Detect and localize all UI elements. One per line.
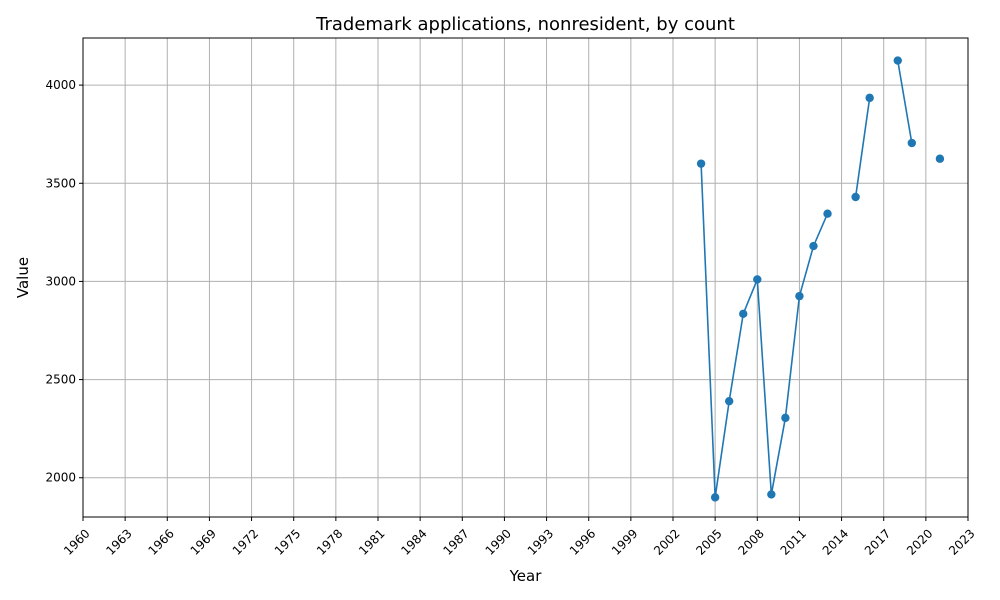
series [696, 56, 945, 502]
data-point [935, 154, 945, 163]
data-point [851, 192, 860, 202]
y-tick-label: 3000 [45, 274, 76, 288]
y-tick-label: 3500 [45, 176, 76, 190]
grid-lines [82, 38, 969, 517]
data-point [753, 275, 762, 284]
data-point [767, 490, 776, 499]
data-point [823, 209, 832, 218]
y-axis-label: Value [14, 257, 32, 298]
y-tick-label: 4000 [45, 78, 76, 92]
x-axis-label: Year [509, 567, 543, 585]
data-point [696, 159, 706, 168]
plot-frame [82, 37, 969, 518]
series-line [854, 97, 871, 198]
data-point [893, 56, 902, 65]
chart-title: Trademark applications, nonresident, by … [315, 14, 735, 35]
data-point [907, 138, 917, 148]
y-tick-label: 2500 [45, 373, 76, 387]
data-point [865, 93, 874, 103]
data-point [795, 291, 804, 301]
y-axis-ticks: 2000 2500 3000 3500 4000 [45, 78, 83, 485]
series-line [896, 60, 913, 144]
series-line [700, 163, 829, 498]
y-tick-label: 2000 [45, 471, 76, 485]
data-point [739, 309, 748, 319]
data-point [724, 396, 734, 406]
data-point [781, 413, 790, 423]
data-point [809, 241, 818, 251]
data-point [710, 493, 720, 502]
